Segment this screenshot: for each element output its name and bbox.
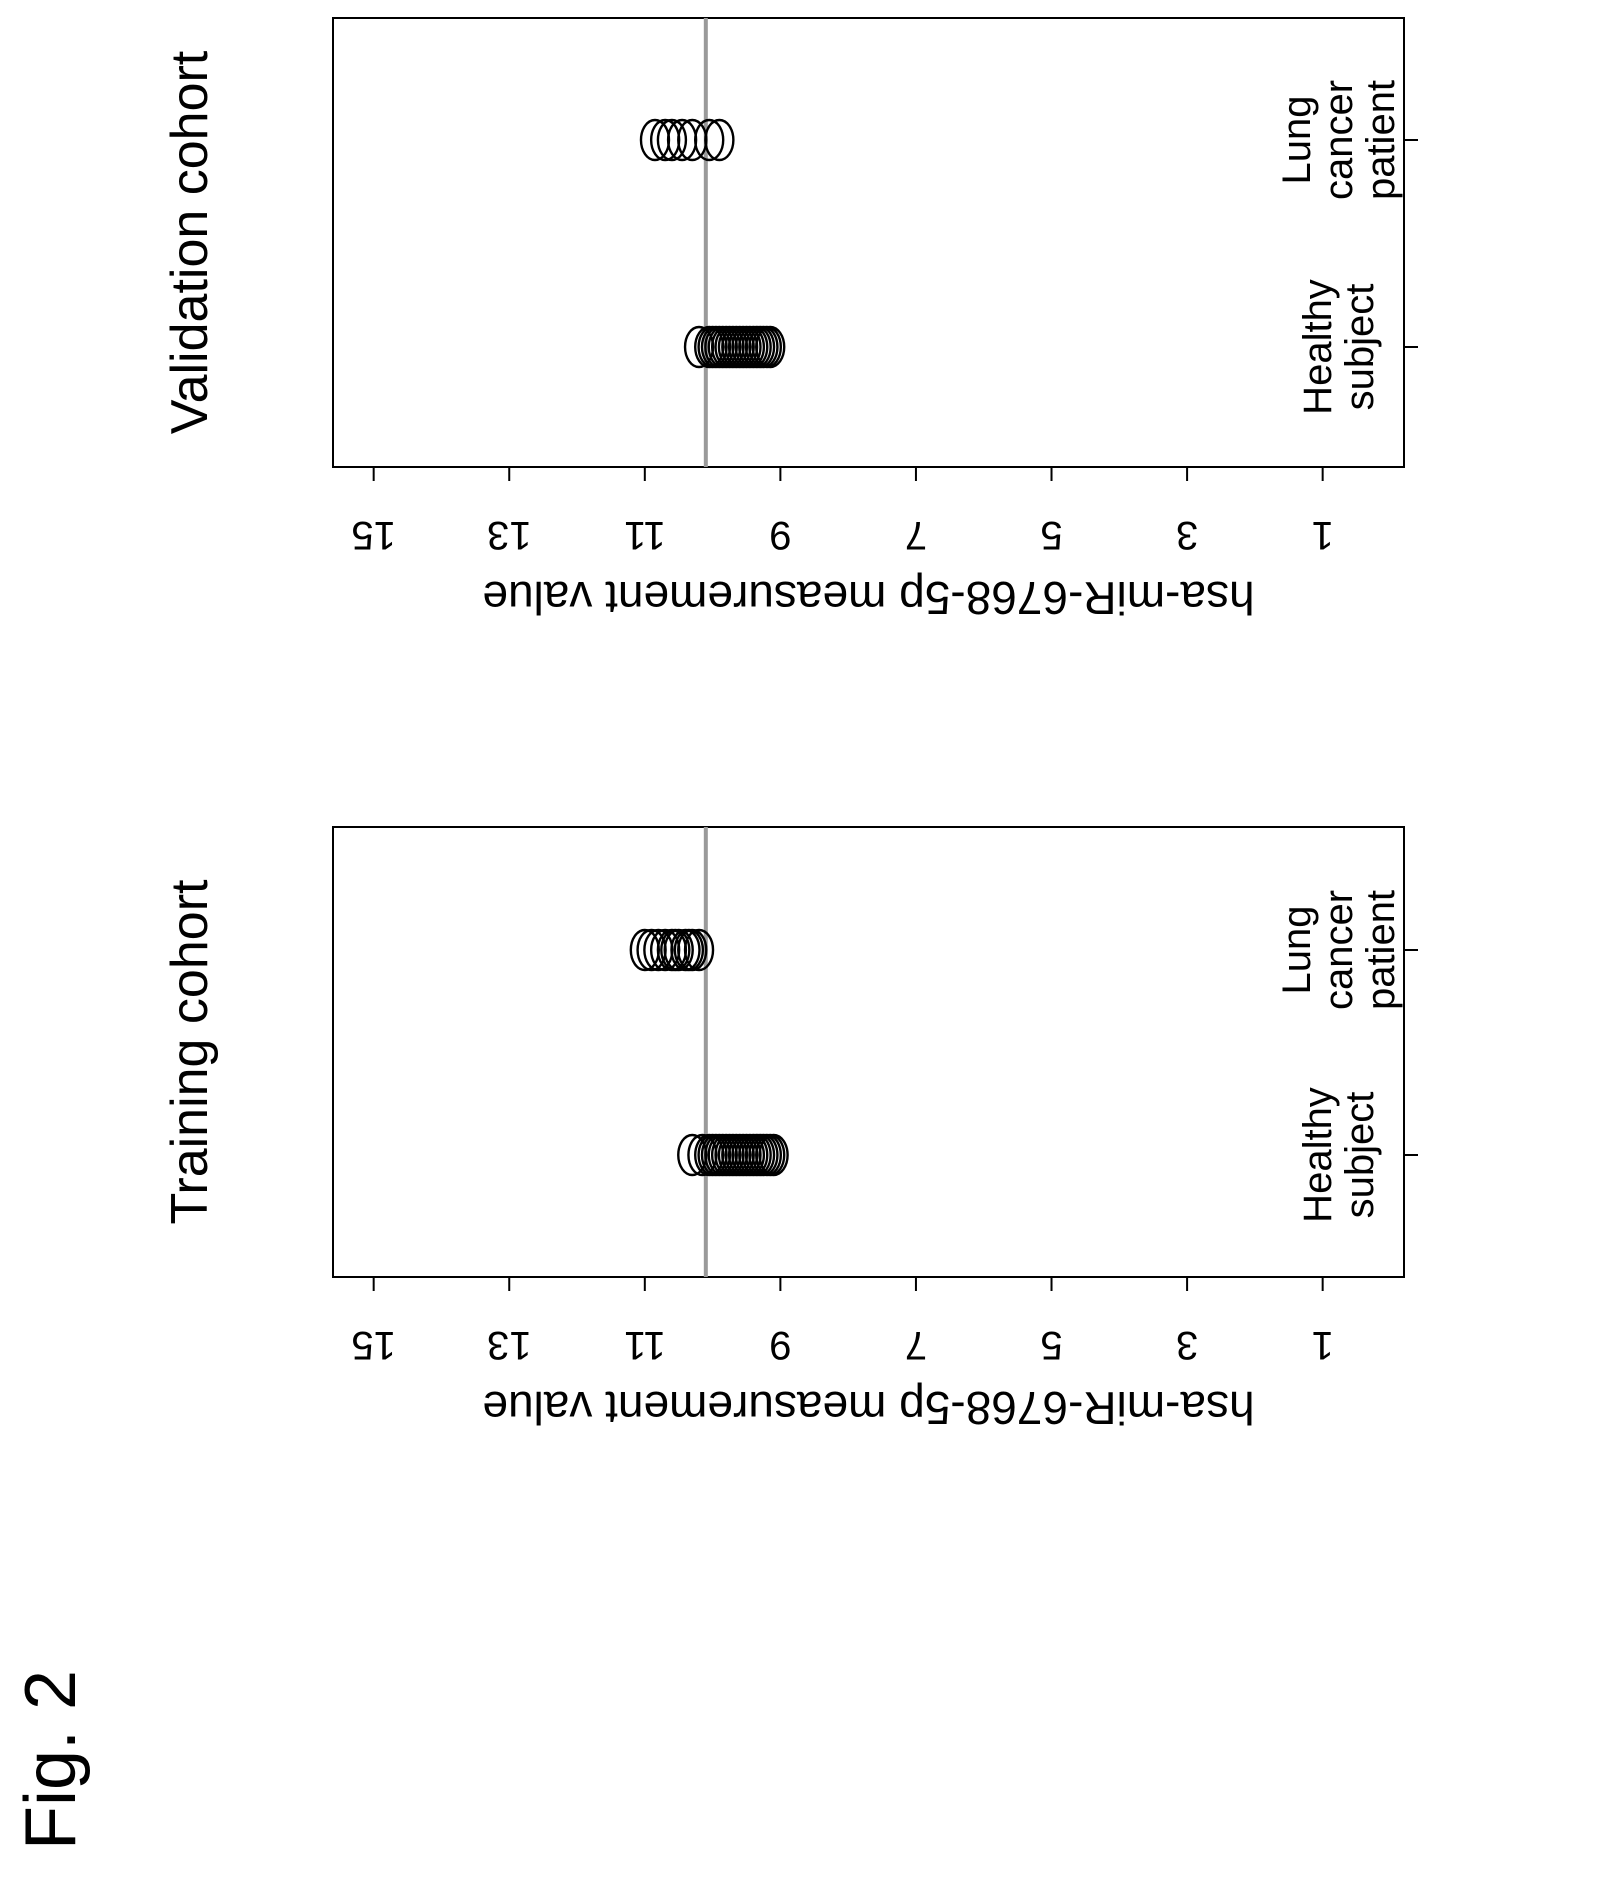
x-tick-label-line: Healthy: [1296, 279, 1340, 415]
y-tick-label: 15: [351, 513, 396, 557]
x-tick-label: Lungcancerpatient: [1275, 890, 1403, 1010]
x-tick-label-line: Lung: [1275, 906, 1319, 995]
y-tick-label: 11: [624, 513, 666, 557]
x-tick-label: Healthysubject: [1296, 1087, 1382, 1223]
x-tick-label-line: patient: [1359, 890, 1403, 1010]
y-axis-label: hsa-miR-6768-5p measurement value: [482, 1382, 1254, 1434]
y-tick-label: 13: [487, 513, 531, 557]
y-tick-label: 1: [1312, 1323, 1334, 1367]
y-tick-label: 15: [351, 1323, 396, 1367]
training-cohort-panel: Training cohort13579111315hsa-miR-6768-5…: [161, 827, 1418, 1434]
x-tick-label-line: cancer: [1317, 80, 1361, 200]
x-tick-label: Healthysubject: [1296, 279, 1382, 415]
y-tick-label: 9: [769, 513, 791, 557]
y-tick-label: 13: [487, 1323, 531, 1367]
y-tick-label: 5: [1040, 1323, 1062, 1367]
figure-label: Fig. 2: [11, 1670, 91, 1850]
y-tick-label: 7: [905, 1323, 927, 1367]
chart-title: Validation cohort: [161, 50, 219, 434]
plot-frame: [333, 827, 1404, 1277]
x-tick-label-line: subject: [1338, 284, 1382, 411]
validation-cohort-panel: Validation cohort13579111315hsa-miR-6768…: [161, 18, 1418, 624]
x-tick-label-line: Lung: [1275, 96, 1319, 185]
x-tick-label-line: Healthy: [1296, 1087, 1340, 1223]
chart-title: Training cohort: [161, 879, 219, 1224]
y-tick-label: 7: [905, 513, 927, 557]
x-tick-label-line: cancer: [1317, 890, 1361, 1010]
y-tick-label: 3: [1176, 1323, 1198, 1367]
y-tick-label: 11: [624, 1323, 666, 1367]
y-tick-label: 1: [1312, 513, 1334, 557]
y-axis-label: hsa-miR-6768-5p measurement value: [482, 572, 1254, 624]
x-tick-label: Lungcancerpatient: [1275, 80, 1403, 200]
x-tick-label-line: subject: [1338, 1092, 1382, 1219]
y-tick-label: 3: [1176, 513, 1198, 557]
y-tick-label: 9: [769, 1323, 791, 1367]
y-tick-label: 5: [1040, 513, 1062, 557]
x-tick-label-line: patient: [1359, 80, 1403, 200]
plot-frame: [333, 18, 1404, 467]
